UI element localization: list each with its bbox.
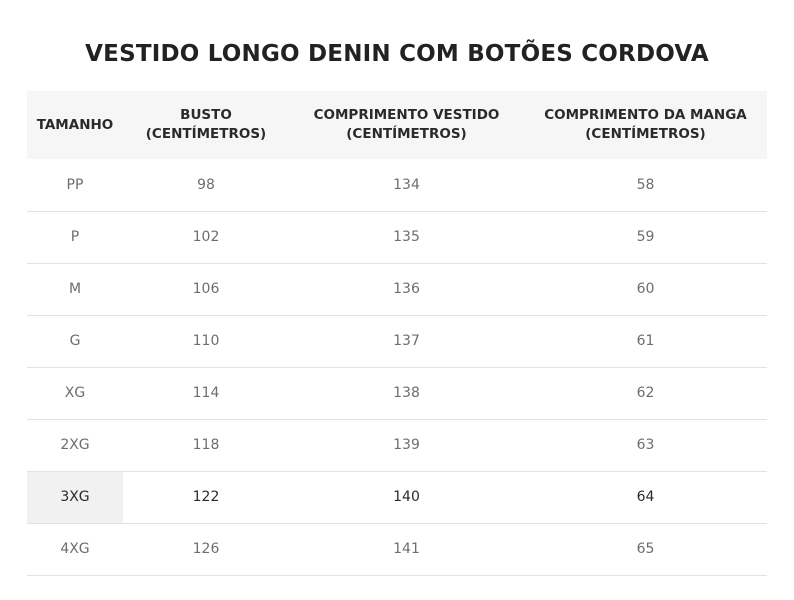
cell-size: G xyxy=(27,315,123,368)
cell-bust: 126 xyxy=(123,523,289,576)
cell-sleeve-length: 59 xyxy=(524,211,767,264)
cell-dress-length: 137 xyxy=(289,315,524,368)
cell-sleeve-length: 60 xyxy=(524,263,767,316)
table-row: P 102 135 59 xyxy=(27,211,767,264)
header-bust: BUSTO (CENTÍMETROS) xyxy=(123,91,289,159)
table-body: PP 98 134 58 P 102 135 59 M 106 136 60 G… xyxy=(27,159,767,576)
cell-dress-length: 139 xyxy=(289,419,524,472)
header-dress-length-unit: (CENTÍMETROS) xyxy=(346,126,467,142)
cell-sleeve-length: 61 xyxy=(524,315,767,368)
cell-sleeve-length: 58 xyxy=(524,159,767,212)
cell-bust: 110 xyxy=(123,315,289,368)
header-dress-length: COMPRIMENTO VESTIDO (CENTÍMETROS) xyxy=(289,91,524,159)
cell-sleeve-length: 62 xyxy=(524,367,767,420)
cell-sleeve-length: 65 xyxy=(524,523,767,576)
cell-size: P xyxy=(27,211,123,264)
table-row: G 110 137 61 xyxy=(27,315,767,368)
cell-size: XG xyxy=(27,367,123,420)
cell-bust: 122 xyxy=(123,471,289,524)
header-sleeve-length: COMPRIMENTO DA MANGA (CENTÍMETROS) xyxy=(524,91,767,159)
header-dress-length-label: COMPRIMENTO VESTIDO xyxy=(313,107,500,123)
cell-dress-length: 135 xyxy=(289,211,524,264)
cell-bust: 118 xyxy=(123,419,289,472)
table-row: XG 114 138 62 xyxy=(27,367,767,420)
table-header-row: TAMANHO BUSTO (CENTÍMETROS) COMPRIMENTO … xyxy=(27,91,767,159)
cell-size: M xyxy=(27,263,123,316)
cell-sleeve-length: 64 xyxy=(524,471,767,524)
table-row: 4XG 126 141 65 xyxy=(27,523,767,576)
page-title: VESTIDO LONGO DENIN COM BOTÕES CORDOVA xyxy=(85,41,709,68)
header-size: TAMANHO xyxy=(27,91,123,159)
cell-size: 2XG xyxy=(27,419,123,472)
header-sleeve-length-unit: (CENTÍMETROS) xyxy=(585,126,706,142)
cell-sleeve-length: 63 xyxy=(524,419,767,472)
cell-size: PP xyxy=(27,159,123,212)
header-sleeve-length-label: COMPRIMENTO DA MANGA xyxy=(544,107,747,123)
size-chart-table: TAMANHO BUSTO (CENTÍMETROS) COMPRIMENTO … xyxy=(27,91,767,576)
table-row: PP 98 134 58 xyxy=(27,159,767,212)
header-size-label: TAMANHO xyxy=(36,116,114,133)
cell-dress-length: 136 xyxy=(289,263,524,316)
cell-dress-length: 138 xyxy=(289,367,524,420)
table-row-highlighted: 3XG 122 140 64 xyxy=(27,471,767,524)
table-header: TAMANHO BUSTO (CENTÍMETROS) COMPRIMENTO … xyxy=(27,91,767,159)
cell-dress-length: 134 xyxy=(289,159,524,212)
table-row: M 106 136 60 xyxy=(27,263,767,316)
cell-bust: 106 xyxy=(123,263,289,316)
cell-dress-length: 141 xyxy=(289,523,524,576)
header-bust-label: BUSTO xyxy=(180,107,232,123)
cell-dress-length: 140 xyxy=(289,471,524,524)
header-bust-unit: (CENTÍMETROS) xyxy=(145,126,267,142)
cell-size: 4XG xyxy=(27,523,123,576)
cell-bust: 114 xyxy=(123,367,289,420)
cell-bust: 98 xyxy=(123,159,289,212)
cell-bust: 102 xyxy=(123,211,289,264)
cell-size: 3XG xyxy=(27,471,123,524)
table-row: 2XG 118 139 63 xyxy=(27,419,767,472)
